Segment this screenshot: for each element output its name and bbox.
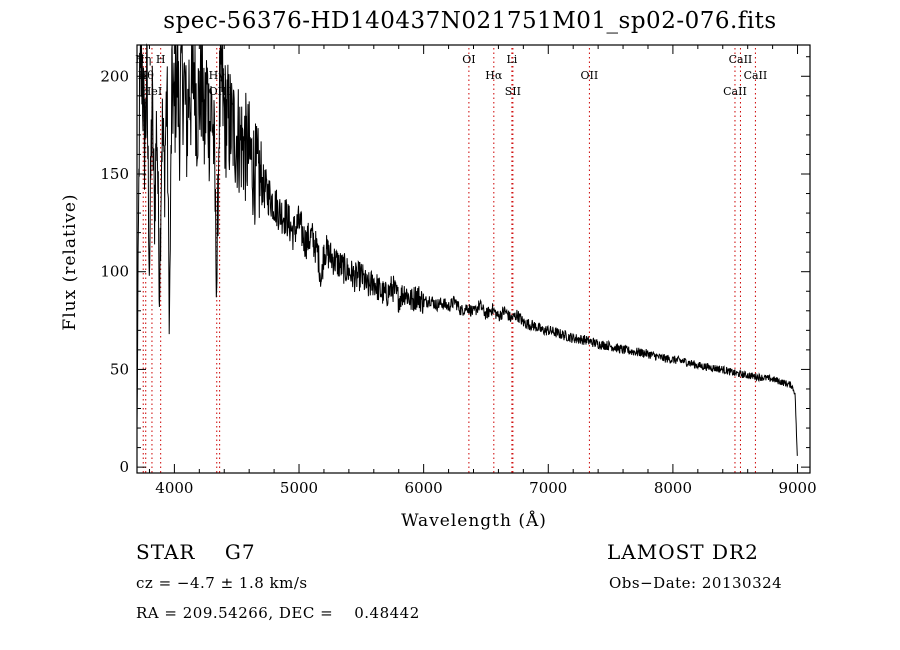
y-tick-label: 100 bbox=[100, 263, 129, 281]
line-marker-label: OI bbox=[462, 53, 475, 66]
x-tick-label: 6000 bbox=[405, 479, 443, 497]
line-marker-label: SII bbox=[505, 85, 521, 98]
ra-dec: RA = 209.54266, DEC = 0.48442 bbox=[136, 604, 420, 622]
x-tick-label: 7000 bbox=[529, 479, 567, 497]
line-marker-label: H bbox=[156, 53, 166, 66]
line-marker-label: Hγ bbox=[209, 69, 226, 82]
axis-ticks: 4000 5000 6000 7000 8000 9000 0 50 100 150 200 bbox=[100, 45, 817, 497]
line-marker-label: Hα bbox=[485, 69, 503, 82]
x-tick-label: 4000 bbox=[155, 479, 193, 497]
line-marker-label: CaII bbox=[729, 53, 753, 66]
y-axis-label: Flux (relative) bbox=[60, 193, 80, 331]
y-tick-label: 0 bbox=[119, 458, 129, 476]
spectrum-line bbox=[136, 43, 798, 456]
series-layer bbox=[136, 43, 798, 456]
x-axis-label: Wavelength (Å) bbox=[401, 511, 547, 531]
x-tick-label: 9000 bbox=[778, 479, 816, 497]
x-tick-label: 8000 bbox=[654, 479, 692, 497]
line-marker-label: CaII bbox=[723, 85, 747, 98]
y-tick-label: 150 bbox=[100, 165, 129, 183]
line-markers bbox=[142, 48, 756, 473]
chart-title: spec-56376-HD140437N021751M01_sp02-076.f… bbox=[163, 8, 777, 34]
redshift-cz: cz = −4.7 ± 1.8 km/s bbox=[136, 574, 308, 592]
line-marker-label: Hη bbox=[135, 53, 151, 66]
y-tick-label: 200 bbox=[100, 67, 129, 85]
line-marker-label: Li bbox=[506, 53, 517, 66]
survey-name: LAMOST DR2 bbox=[607, 540, 759, 564]
obs-date: Obs−Date: 20130324 bbox=[609, 574, 783, 592]
x-tick-label: 5000 bbox=[280, 479, 318, 497]
line-marker-label: CaII bbox=[744, 69, 768, 82]
object-type: STAR G7 bbox=[136, 540, 256, 564]
y-tick-label: 50 bbox=[110, 360, 129, 378]
line-marker-label: OII bbox=[581, 69, 599, 82]
